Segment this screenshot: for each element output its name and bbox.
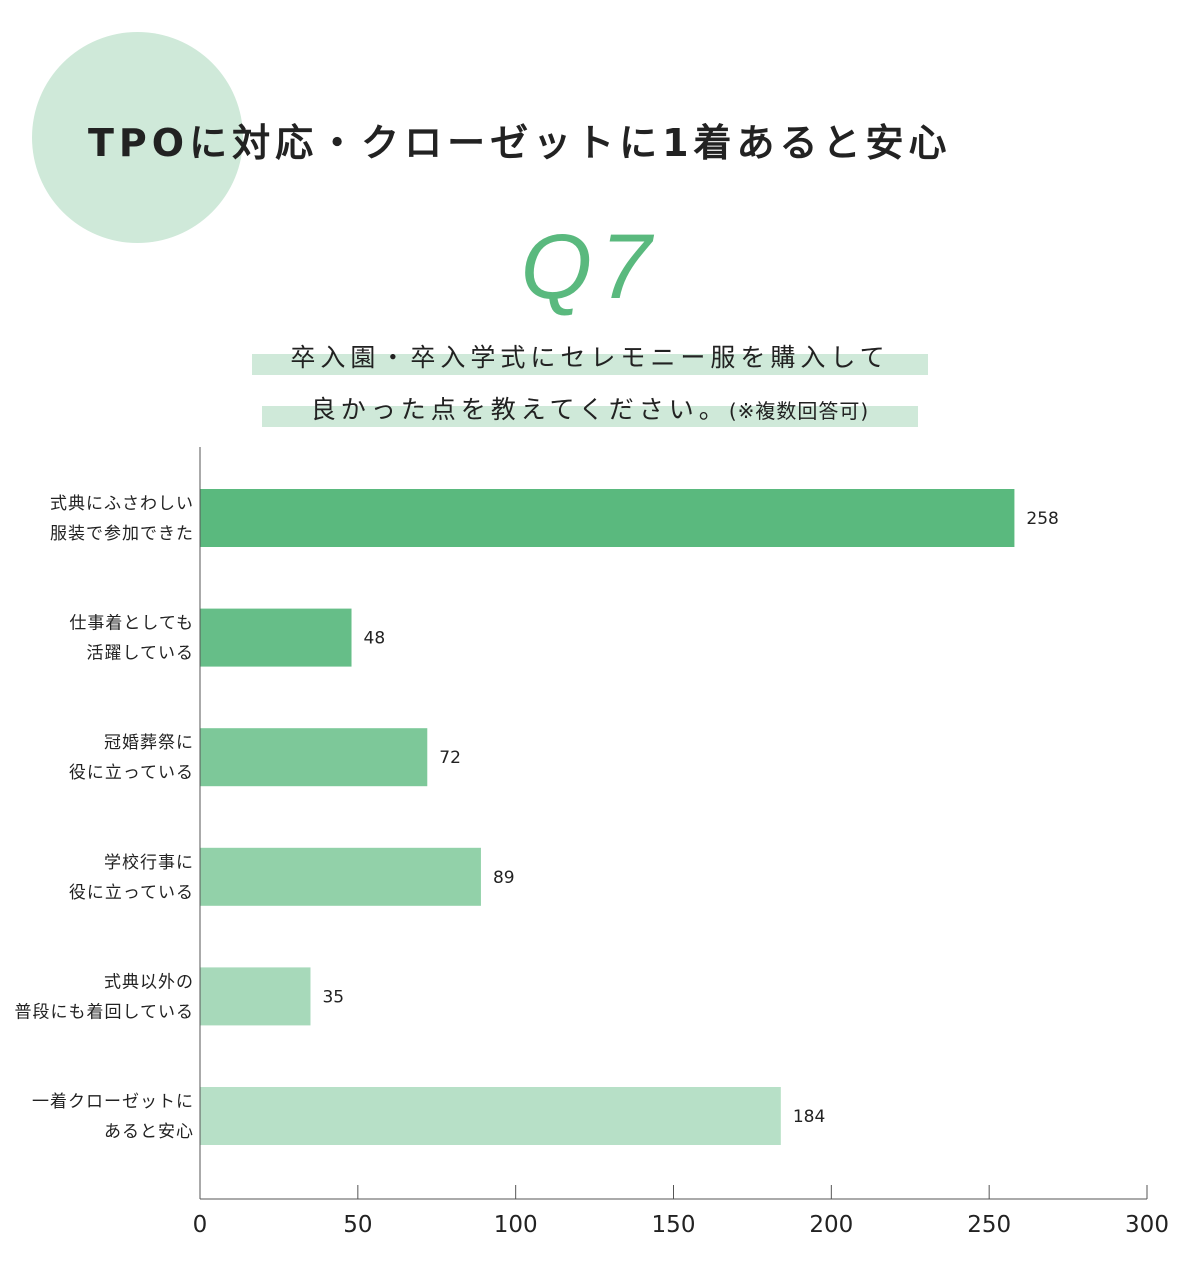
bar: [200, 847, 481, 906]
category-label: 一着クローゼットに: [32, 1092, 194, 1112]
x-tick-label: 50: [343, 1212, 372, 1238]
bar: [200, 1087, 781, 1145]
x-tick-label: 300: [1125, 1212, 1169, 1238]
question-line-1: 卒入園・卒入学式にセレモニー服を購入して: [290, 343, 890, 372]
x-tick-label: 0: [193, 1212, 208, 1238]
data-label: 48: [364, 629, 386, 649]
highlight: [262, 406, 918, 427]
data-label: 89: [493, 868, 515, 888]
question-text: 良かった点を教えてください。: [310, 395, 729, 424]
highlight: [252, 354, 928, 375]
category-label: 普段にも着回している: [15, 1002, 195, 1022]
x-tick-label: 200: [809, 1212, 853, 1238]
question-note: (※複数回答可): [728, 399, 870, 423]
category-label: 活躍している: [87, 644, 195, 664]
category-label: 式典にふさわしい: [50, 494, 194, 514]
bar: [200, 489, 1015, 547]
x-tick-label: 250: [967, 1212, 1011, 1238]
x-tick-label: 150: [652, 1212, 696, 1238]
bar: [200, 967, 311, 1026]
data-label: 35: [322, 987, 344, 1007]
x-tick-label: 100: [494, 1212, 538, 1238]
bar: [200, 728, 428, 787]
category-label: 学校行事に: [104, 853, 194, 873]
category-label: 役に立っている: [69, 763, 194, 783]
category-label: 服装で参加できた: [50, 524, 194, 544]
question-number: Q7: [520, 216, 660, 318]
data-label: 258: [1026, 509, 1058, 529]
data-label: 184: [793, 1107, 825, 1127]
category-label: 仕事着としても: [69, 614, 194, 634]
question-line-2: 良かった点を教えてください。(※複数回答可): [0, 390, 1180, 426]
category-label: あると安心: [104, 1122, 194, 1142]
category-label: 式典以外の: [104, 972, 194, 992]
category-label: 冠婚葬祭に: [104, 733, 194, 753]
page-title: TPOに対応・クローゼットに1着あると安心: [88, 121, 952, 165]
category-label: 役に立っている: [69, 883, 194, 903]
data-label: 72: [439, 748, 461, 768]
decorative-circle: [32, 32, 243, 243]
bar: [200, 608, 352, 667]
